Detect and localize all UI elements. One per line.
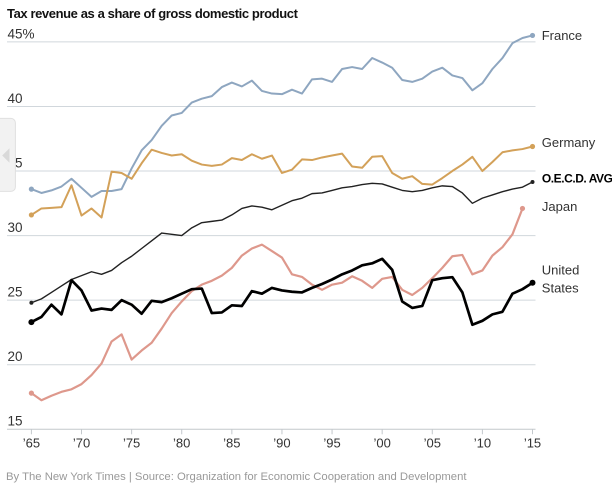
svg-text:’80: ’80 [173,436,190,451]
svg-text:States: States [542,281,579,296]
svg-text:’10: ’10 [474,436,491,451]
svg-text:20: 20 [8,349,23,364]
svg-text:Germany: Germany [542,135,596,150]
svg-text:Japan: Japan [542,199,577,214]
svg-text:’75: ’75 [123,436,140,451]
svg-text:’70: ’70 [73,436,90,451]
svg-text:United: United [542,263,580,278]
svg-text:’90: ’90 [273,436,290,451]
svg-text:40: 40 [8,91,23,106]
svg-text:’00: ’00 [373,436,390,451]
svg-text:’15: ’15 [524,436,541,451]
svg-text:O.E.C.D. AVG: O.E.C.D. AVG [542,172,612,186]
svg-text:’95: ’95 [323,436,340,451]
svg-text:25: 25 [8,285,23,300]
svg-text:France: France [542,28,582,43]
svg-text:’05: ’05 [424,436,441,451]
svg-text:30: 30 [8,220,23,235]
svg-text:’65: ’65 [23,436,40,451]
svg-text:15: 15 [8,414,23,429]
svg-text:’85: ’85 [223,436,240,451]
svg-text:45%: 45% [8,26,35,41]
